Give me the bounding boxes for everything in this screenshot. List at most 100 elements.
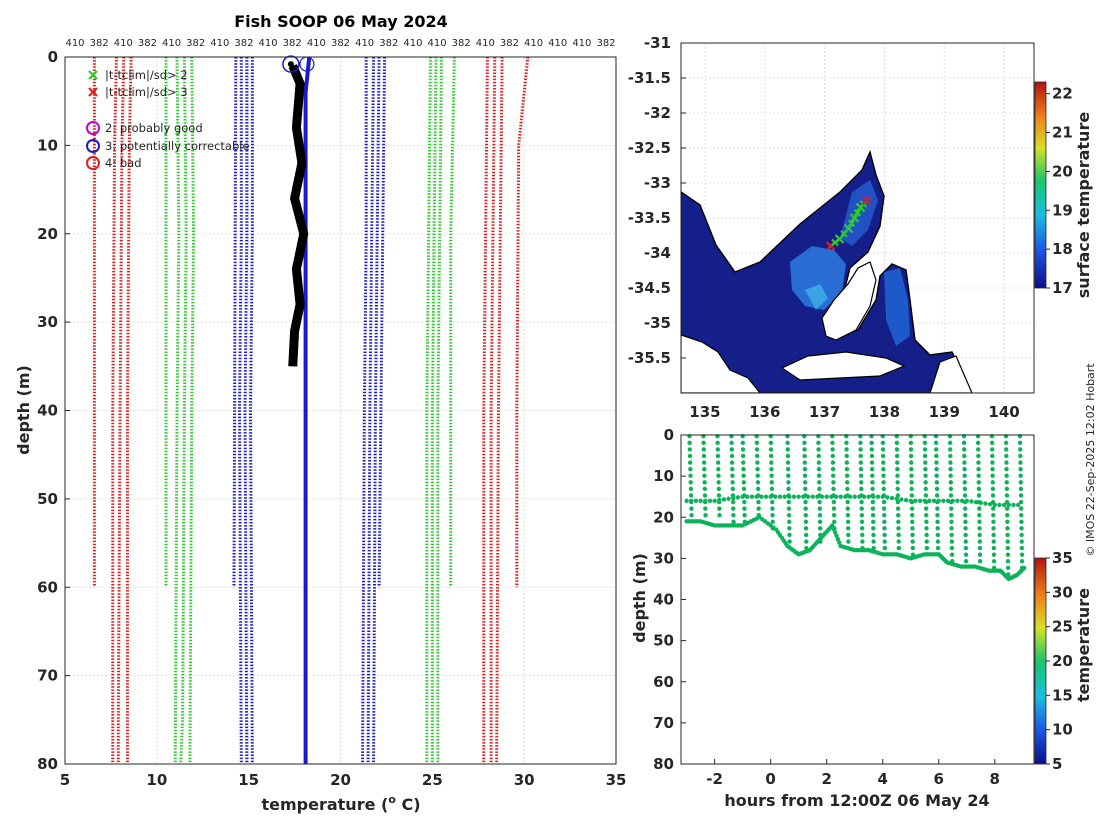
depth-time-point	[859, 499, 864, 505]
legend-label: |t-tclim|/sd> 3	[105, 85, 188, 99]
depth-time-point	[1004, 499, 1010, 505]
depth-time-point	[910, 545, 915, 551]
profile-xtick-label: 30	[514, 771, 535, 789]
depth-time-point	[715, 460, 721, 465]
map-colorbar-label: surface temperature	[1074, 112, 1093, 299]
depth-time-xtick-label: 6	[934, 770, 944, 788]
profile-top-tick-label: 410	[403, 38, 422, 49]
depth-time-point	[832, 530, 838, 535]
depth-time-point	[768, 440, 774, 446]
depth-time-point	[831, 493, 836, 498]
depth-time-point	[991, 552, 997, 557]
climatology-line-blue	[249, 57, 254, 765]
depth-time-point	[701, 453, 707, 459]
depth-time-point	[935, 532, 941, 538]
depth-time-point	[770, 526, 776, 531]
depth-time-point	[990, 453, 995, 459]
profile-top-tick-label: 382	[452, 38, 471, 49]
depth-time-point	[858, 473, 864, 478]
map-lat-label: -31	[644, 34, 671, 52]
depth-time-point	[869, 460, 875, 465]
depth-time-point	[977, 506, 982, 511]
depth-time-point	[754, 440, 760, 446]
profile-top-tick-label: 382	[596, 38, 615, 49]
depth-time-point	[963, 519, 968, 524]
depth-time-point	[688, 486, 694, 492]
depth-time-point	[947, 440, 953, 446]
depth-time-point	[1019, 559, 1025, 564]
depth-time-point	[896, 539, 901, 544]
depth-time-point	[816, 460, 822, 465]
depth-time-point	[741, 473, 746, 478]
depth-time-point	[852, 494, 857, 499]
depth-time-point	[882, 519, 887, 524]
depth-time-point	[844, 440, 849, 446]
depth-time-point	[1005, 512, 1010, 518]
depth-time-point	[787, 539, 792, 544]
depth-time-point	[869, 466, 875, 472]
depth-time-point	[802, 466, 808, 472]
profile-ytick-label: 40	[37, 402, 58, 420]
depth-time-point	[702, 499, 708, 505]
track-marker	[861, 195, 872, 206]
map-lon-label: 139	[929, 403, 960, 421]
depth-time-point	[870, 473, 875, 478]
depth-time-point	[870, 480, 875, 485]
depth-time-point	[923, 466, 928, 472]
depth-time-point	[977, 519, 982, 524]
depth-time-point	[1005, 559, 1011, 564]
warm-water-patch-2	[805, 284, 828, 310]
depth-time-xtick-label: 8	[990, 770, 1000, 788]
map-colorbar-tick-label: 18	[1052, 240, 1073, 258]
depth-time-point	[875, 494, 881, 499]
depth-time-point	[785, 447, 790, 452]
depth-time-point	[976, 447, 981, 452]
depth-time-point	[1004, 480, 1009, 485]
map-colorbar	[1034, 81, 1047, 289]
depth-time-point	[908, 440, 914, 446]
depth-time-point	[896, 512, 901, 518]
depth-time-point	[910, 526, 915, 531]
depth-time-point	[935, 519, 940, 524]
depth-time-point	[977, 512, 982, 518]
depth-time-point	[715, 440, 720, 446]
depth-time-point	[782, 494, 787, 499]
profile-ytick-label: 0	[48, 48, 58, 66]
depth-time-point	[858, 440, 863, 446]
depth-time-point	[871, 526, 876, 531]
depth-time-point	[1018, 447, 1023, 452]
depth-time-point	[845, 519, 851, 524]
depth-time-point	[963, 559, 969, 564]
depth-time-point	[830, 466, 836, 472]
depth-time-point	[831, 480, 836, 485]
depth-time-point	[802, 453, 807, 459]
depth-time-point	[838, 494, 843, 499]
depth-time-point	[991, 545, 997, 551]
depth-time-point	[785, 466, 791, 472]
depth-time-point	[909, 480, 914, 485]
depth-time-point	[976, 473, 981, 478]
depth-time-point	[871, 545, 876, 551]
depth-time-point	[923, 480, 928, 485]
depth-time-point	[741, 480, 747, 485]
depth-time-point	[990, 493, 996, 498]
depth-time-point	[817, 480, 822, 485]
depth-time-point	[909, 512, 915, 518]
warm-water-patch	[790, 246, 846, 310]
depth-time-point	[1019, 519, 1024, 524]
profile-top-tick-label: 410	[476, 38, 495, 49]
depth-time-point	[1019, 545, 1025, 551]
climatology-line-blue	[243, 57, 249, 765]
depth-time-point	[731, 519, 736, 524]
track-marker	[849, 213, 860, 223]
depth-time-ytick-label: 50	[653, 632, 674, 650]
depth-time-point	[975, 440, 981, 446]
depth-time-point	[1004, 506, 1010, 511]
depth-time-point	[858, 466, 864, 472]
depth-time-point	[963, 506, 968, 511]
depth-time-point	[962, 466, 967, 472]
depth-time-point	[1005, 539, 1010, 544]
depth-time-point	[909, 499, 915, 505]
profile-ylabel: depth (m)	[14, 365, 33, 455]
depth-time-point	[990, 486, 996, 492]
